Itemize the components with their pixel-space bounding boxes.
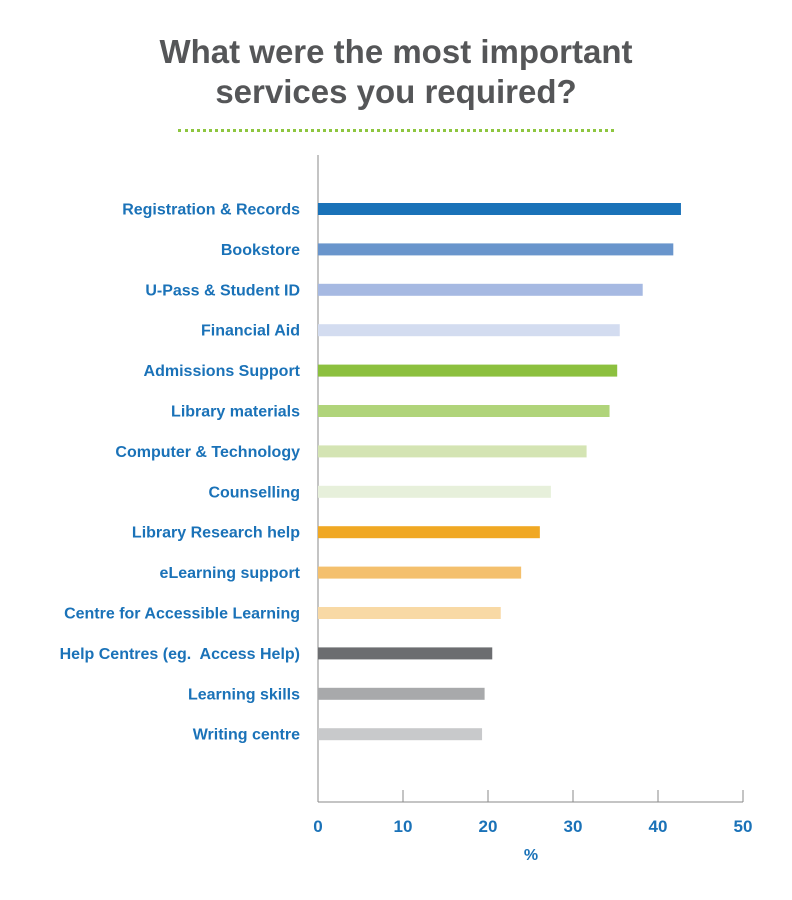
category-label: Library materials [171,404,300,421]
title-divider [178,129,614,132]
category-label: Counselling [208,484,300,501]
bar [318,566,522,579]
category-label: Financial Aid [201,323,300,340]
x-tick-label: 50 [734,817,753,836]
chart-title-line-1: What were the most important [159,33,633,70]
bar [318,728,483,741]
bar [318,283,643,296]
x-tick-label: 10 [394,817,413,836]
bar [318,687,485,700]
bar [318,364,618,377]
bar [318,405,610,417]
bar [318,647,493,660]
bar [318,445,587,458]
bar [318,203,681,215]
x-tick-label: 0 [313,817,322,836]
category-label: Library Research help [132,525,300,542]
x-axis-title: % [524,847,538,864]
bar [318,607,501,619]
category-label: Computer & Technology [115,444,300,461]
x-tick-label: 30 [564,817,583,836]
bar [318,324,620,337]
category-label: Bookstore [221,242,300,259]
category-label: Writing centre [193,727,300,744]
bar [318,243,674,256]
chart-title-line-2: services you required? [215,73,577,110]
category-label: U-Pass & Student ID [145,282,300,299]
bar [318,485,551,498]
category-label: Registration & Records [122,202,300,219]
category-label: Learning skills [188,686,300,703]
category-label: Help Centres (eg. Access Help) [60,646,300,663]
chart-title: What were the most important services yo… [0,32,792,112]
category-label: Admissions Support [144,363,301,380]
x-tick-label: 20 [479,817,498,836]
category-label: Centre for Accessible Learning [64,606,300,623]
bar [318,526,540,539]
x-tick-label: 40 [649,817,668,836]
category-label: eLearning support [160,565,301,582]
